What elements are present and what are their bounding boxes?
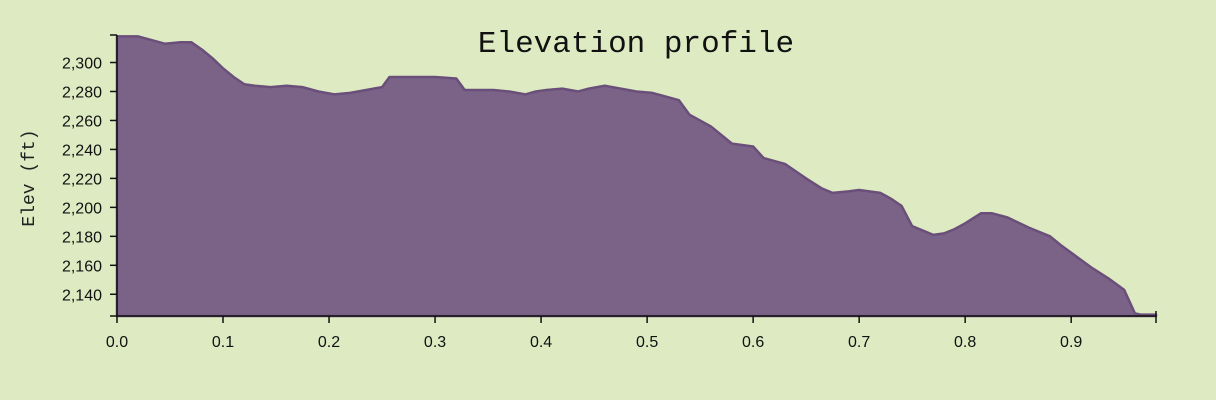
y-axis: 2,140 2,160 2,180 2,200 2,220 2,240 2,260 2,280… <box>62 34 118 317</box>
x-tick-label: 0.8 <box>954 334 976 351</box>
y-tick-label: 2,200 <box>62 200 102 217</box>
x-tick-label: 0.3 <box>424 334 446 351</box>
x-tick-label: 0.6 <box>742 334 764 351</box>
y-tick-label: 2,260 <box>62 113 102 130</box>
y-tick-label: 2,180 <box>62 229 102 246</box>
y-tick-label: 2,160 <box>62 258 102 275</box>
x-tick-label: 0.9 <box>1060 334 1082 351</box>
y-tick-label: 2,220 <box>62 171 102 188</box>
y-tick-label: 2,140 <box>62 287 102 304</box>
y-tick-label: 2,280 <box>62 84 102 101</box>
elevation-area <box>115 35 1158 318</box>
x-tick-label: 0.1 <box>212 334 234 351</box>
x-axis: 0.0 0.1 0.2 0.3 0.4 0.5 0.6 0.7 0.8 0.9 <box>106 311 1157 351</box>
x-tick-label: 0.5 <box>636 334 658 351</box>
y-axis-label: Elev (ft) <box>20 129 40 226</box>
x-tick-label: 0.2 <box>318 334 340 351</box>
x-tick-label: 0.7 <box>848 334 870 351</box>
y-tick-label: 2,300 <box>62 56 102 73</box>
y-tick-label: 2,240 <box>62 142 102 159</box>
chart-title: Elevation profile <box>478 27 794 62</box>
x-tick-label: 0.0 <box>106 334 128 351</box>
x-tick-label: 0.4 <box>530 334 552 351</box>
